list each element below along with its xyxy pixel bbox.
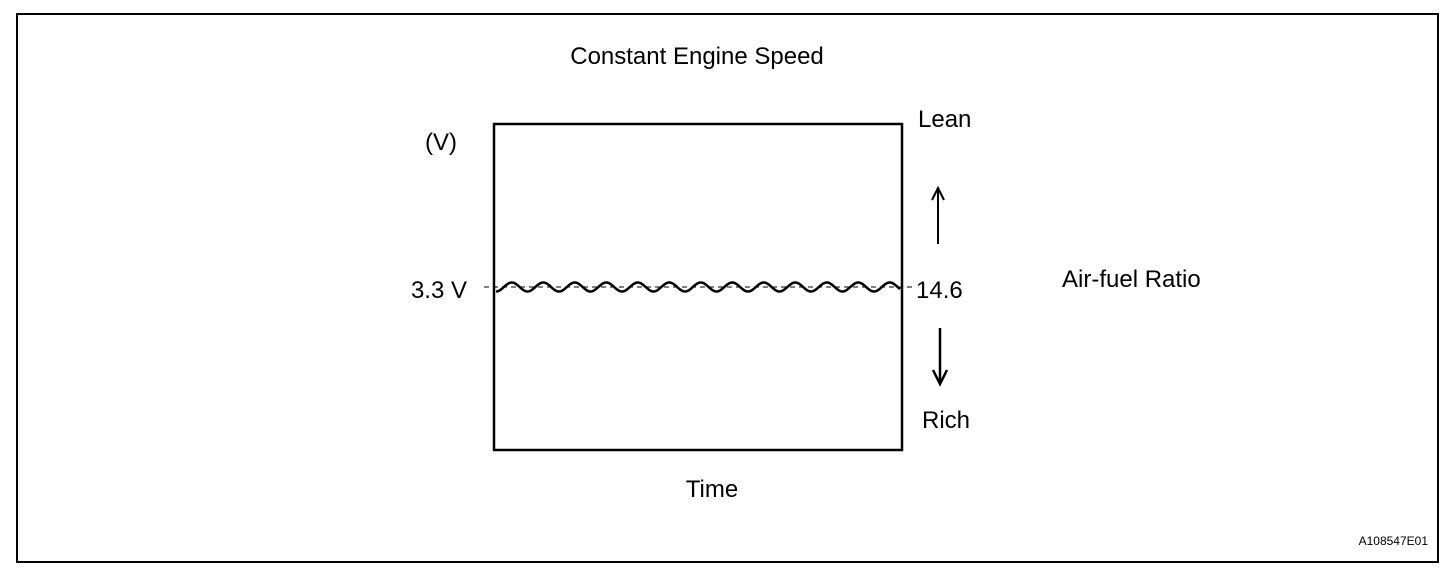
voltage-label: 3.3 V: [411, 277, 467, 304]
rich-label: Rich: [922, 407, 970, 434]
x-axis-label: Time: [686, 476, 738, 503]
rich-arrow-down-icon: [931, 328, 949, 387]
lean-label: Lean: [918, 106, 971, 133]
outer-frame: [16, 13, 1439, 563]
diagram-title: Constant Engine Speed: [570, 43, 824, 70]
y-unit-label: (V): [425, 129, 457, 156]
oxygen-sensor-signal-wave: [495, 281, 901, 293]
lean-arrow-up-icon: [931, 185, 945, 244]
figure-id-label: A108547E01: [1359, 534, 1429, 548]
air-fuel-ratio-label: Air-fuel Ratio: [1062, 266, 1201, 293]
ratio-value-label: 14.6: [916, 277, 963, 304]
plot-box: [492, 122, 904, 452]
